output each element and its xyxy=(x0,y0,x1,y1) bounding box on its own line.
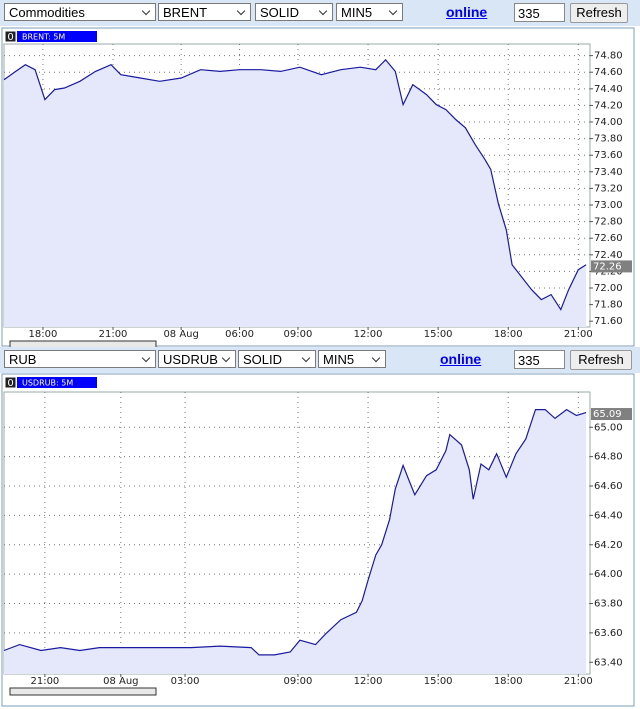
y-tick-label: 74.40 xyxy=(594,84,623,95)
market-select[interactable]: Commodities xyxy=(4,3,156,21)
badge-box xyxy=(4,376,17,389)
x-tick-label: 08 Aug xyxy=(103,676,138,687)
badge-box xyxy=(4,30,17,43)
x-tick-label: 09:00 xyxy=(284,676,313,687)
x-tick-label: 03:00 xyxy=(171,676,200,687)
y-tick-label: 72.60 xyxy=(594,233,623,244)
x-tick-label: 09:00 xyxy=(284,329,313,340)
y-tick-label: 73.40 xyxy=(594,167,623,178)
x-tick-label: 18:00 xyxy=(494,676,523,687)
x-tick-label: 12:00 xyxy=(354,676,383,687)
x-tick-label: 21:00 xyxy=(99,329,128,340)
area-fill xyxy=(4,59,587,328)
y-tick-label: 64.40 xyxy=(594,510,623,521)
x-tick-label: 08 Aug xyxy=(163,329,198,340)
market-select[interactable]: RUB xyxy=(4,350,156,368)
y-tick-label: 73.20 xyxy=(594,183,623,194)
chart-title: USDRUB: 5M xyxy=(22,379,73,388)
y-tick-label: 63.60 xyxy=(594,628,623,639)
x-tick-label: 06:00 xyxy=(225,329,254,340)
y-tick-label: 73.80 xyxy=(594,134,623,145)
x-tick-label: 18:00 xyxy=(494,329,523,340)
x-tick-label: 15:00 xyxy=(424,329,453,340)
count-input[interactable]: 335 xyxy=(514,3,565,22)
symbol-select[interactable]: USDRUB xyxy=(158,350,236,368)
period-select[interactable]: MIN5 xyxy=(336,3,403,21)
toolbar: RUB USDRUB SOLID MIN5 online 335 Refresh xyxy=(0,347,640,373)
style-select[interactable]: SOLID xyxy=(238,350,316,368)
online-link[interactable]: online xyxy=(440,351,482,367)
current-value-label: 65.09 xyxy=(593,409,622,420)
x-tick-label: 15:00 xyxy=(424,676,453,687)
y-tick-label: 74.80 xyxy=(594,51,623,62)
x-tick-label: 21:00 xyxy=(30,676,59,687)
count-input[interactable]: 335 xyxy=(514,350,565,369)
scrollbar-thumb xyxy=(9,687,157,696)
y-tick-label: 72.80 xyxy=(594,217,623,228)
x-tick-label: 18:00 xyxy=(29,329,58,340)
y-tick-label: 74.20 xyxy=(594,100,623,111)
x-tick-label: 21:00 xyxy=(564,329,593,340)
y-tick-label: 73.00 xyxy=(594,200,623,211)
y-tick-label: 64.20 xyxy=(594,540,623,551)
price-line xyxy=(3,408,587,656)
y-tick-label: 74.60 xyxy=(594,67,623,78)
refresh-button[interactable]: Refresh xyxy=(570,350,632,370)
online-link[interactable]: online xyxy=(446,4,488,20)
x-tick-label: 21:00 xyxy=(564,676,593,687)
refresh-button[interactable]: Refresh xyxy=(570,3,628,23)
toolbar: Commodities BRENT SOLID MIN5 online 335 … xyxy=(0,0,640,26)
badge: 0 xyxy=(7,32,13,43)
current-value-box xyxy=(591,408,632,421)
y-tick-label: 71.60 xyxy=(594,316,623,327)
x-tick-label: 12:00 xyxy=(354,329,383,340)
current-value-label: 72.26 xyxy=(593,261,622,272)
y-tick-label: 64.60 xyxy=(594,481,623,492)
title-bar xyxy=(17,31,97,42)
title-bar xyxy=(17,377,97,388)
area-fill xyxy=(4,409,587,674)
y-tick-label: 64.80 xyxy=(594,452,623,463)
chart-title: BRENT: 5M xyxy=(22,33,65,42)
y-tick-label: 64.00 xyxy=(594,569,623,580)
y-tick-label: 71.80 xyxy=(594,300,623,311)
current-value-box xyxy=(591,260,632,273)
y-tick-label: 73.60 xyxy=(594,150,623,161)
period-select[interactable]: MIN5 xyxy=(318,350,386,368)
symbol-select[interactable]: BRENT xyxy=(158,3,251,21)
y-tick-label: 63.40 xyxy=(594,657,623,668)
y-tick-label: 72.40 xyxy=(594,250,623,261)
style-select[interactable]: SOLID xyxy=(255,3,333,21)
y-tick-label: 65.00 xyxy=(594,422,623,433)
price-line xyxy=(3,58,587,311)
badge: 0 xyxy=(7,378,13,389)
y-tick-label: 72.00 xyxy=(594,283,623,294)
y-tick-label: 63.80 xyxy=(594,599,623,610)
y-tick-label: 74.00 xyxy=(594,117,623,128)
